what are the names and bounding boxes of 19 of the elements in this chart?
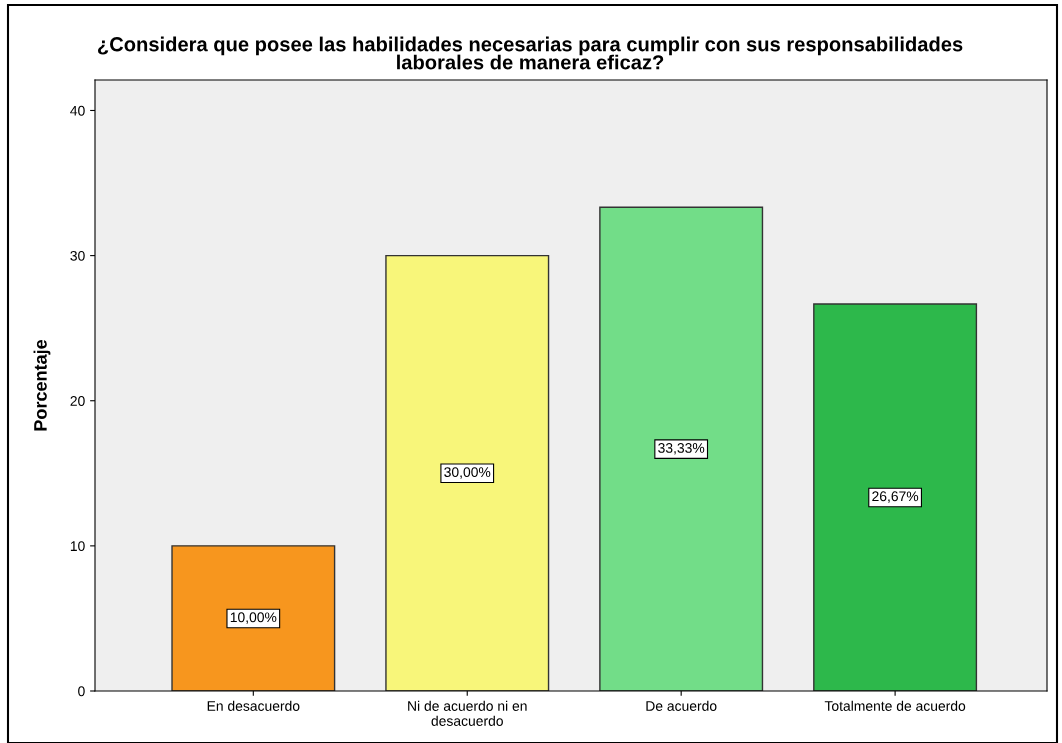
x-tick-label: En desacuerdo (207, 700, 300, 711)
y-tick-label: 30 (70, 250, 85, 261)
data-label: 30,00% (444, 467, 491, 479)
y-tick-label: 40 (70, 105, 85, 116)
bar (599, 206, 764, 691)
y-tick-label: 10 (70, 541, 85, 552)
data-label: 26,67% (872, 491, 919, 503)
x-tick-label: Ni de acuerdo ni en desacuerdo (408, 700, 527, 726)
bar (813, 303, 978, 691)
x-tick-label: De acuerdo (646, 700, 717, 711)
data-label: 10,00% (230, 612, 277, 624)
bar (171, 545, 336, 691)
y-tick-label: 20 (70, 396, 85, 406)
y-axis-title: Porcentaje (33, 339, 51, 431)
bar (385, 254, 550, 691)
data-label: 33,33% (658, 443, 705, 455)
y-tick-label: 0 (78, 686, 85, 697)
x-tick-label: Totalmente de acuerdo (824, 700, 966, 711)
chart-title: ¿Considera que posee las habilidades necesarias para cumplir con sus responsabilidades laborales de manera eficaz? (98, 36, 963, 70)
